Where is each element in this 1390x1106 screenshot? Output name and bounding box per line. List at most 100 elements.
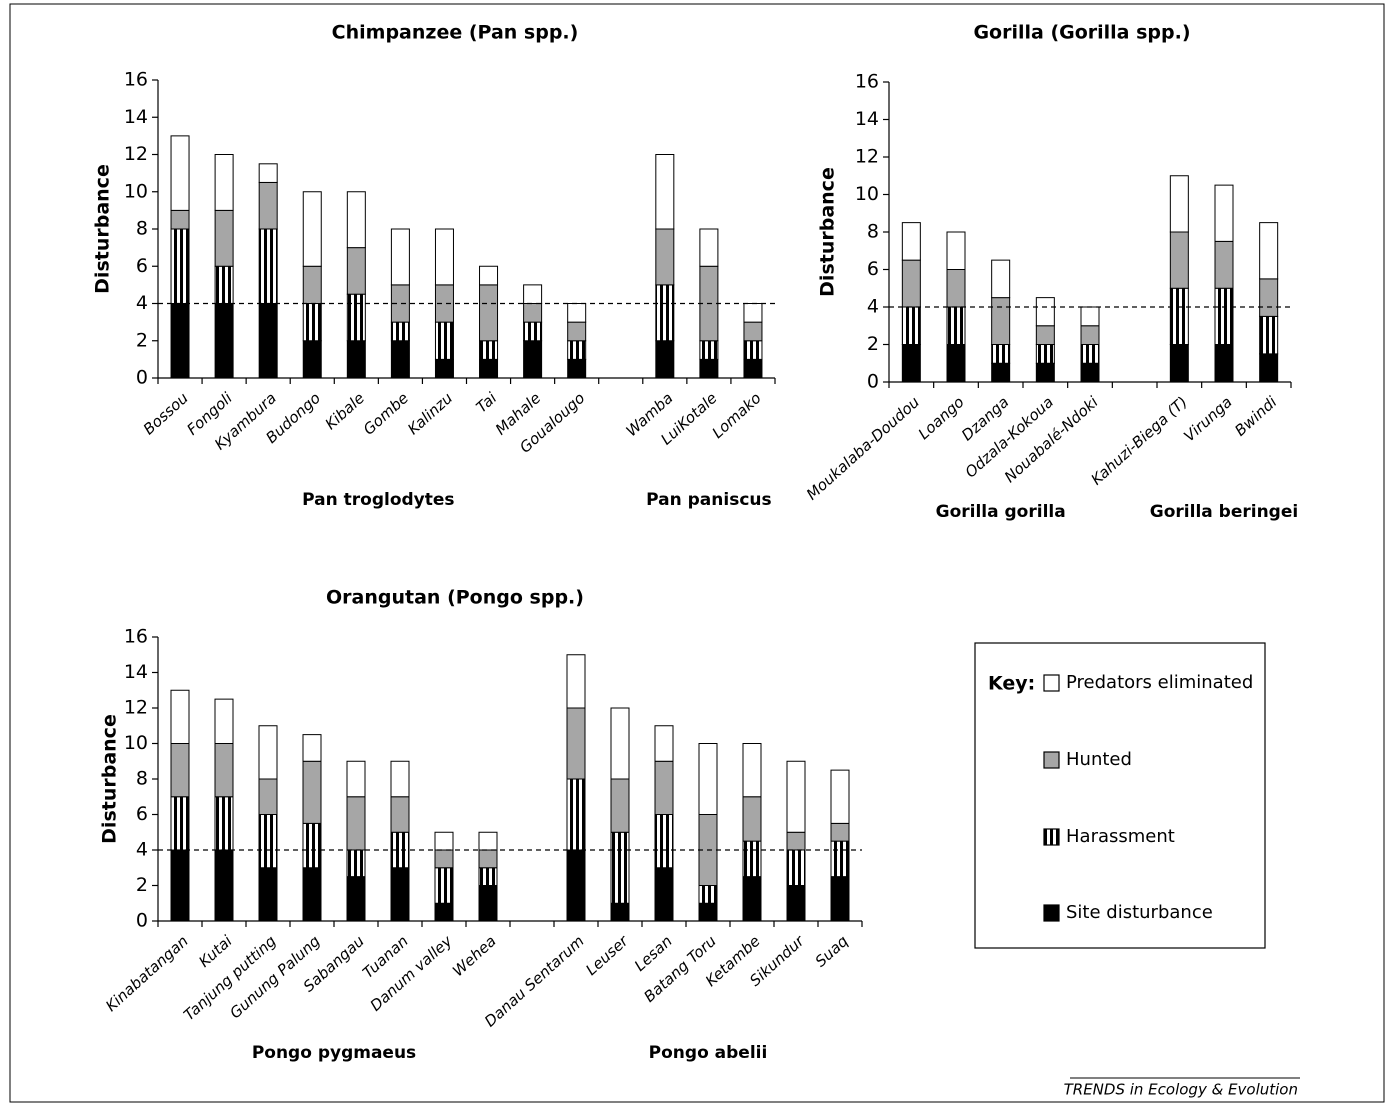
bar-segment — [991, 362, 1011, 383]
y-tick-label: 2 — [136, 329, 148, 351]
bar-segment — [1214, 287, 1234, 345]
bar-segment — [390, 760, 410, 798]
y-axis-label: Disturbance — [92, 164, 114, 294]
bar-segment — [479, 265, 499, 286]
legend-label: Hunted — [1066, 749, 1132, 770]
x-tick-label: Kalinzu — [404, 389, 456, 438]
y-tick-label: 10 — [855, 183, 879, 205]
bar-segment — [566, 707, 586, 780]
bar-segment — [434, 867, 454, 904]
bar-segment — [302, 303, 322, 342]
bar-segment — [390, 340, 410, 379]
bar-segment — [991, 344, 1011, 364]
bar-segment — [346, 760, 366, 798]
bar-segment — [1080, 362, 1100, 383]
bar-segment — [655, 228, 675, 286]
y-tick-label: 6 — [136, 803, 148, 825]
bar-segment — [523, 303, 543, 323]
bar-segment — [1080, 325, 1100, 345]
bar-segment — [743, 303, 763, 323]
bar-segment — [258, 778, 278, 815]
bar-segment — [170, 743, 190, 798]
legend-title: Key: — [988, 673, 1035, 695]
bar-segment — [1259, 278, 1279, 317]
bar-segment — [1214, 184, 1234, 242]
bar-segment — [302, 760, 322, 824]
bar-segment — [901, 222, 921, 261]
bar-segment — [434, 228, 454, 286]
bar-segment — [786, 849, 806, 886]
source: TRENDS in Ecology & Evolution — [1064, 1081, 1298, 1099]
bar-segment — [654, 867, 674, 922]
bar-segment — [901, 259, 921, 308]
x-tick-label: Tai — [473, 388, 501, 416]
bar-segment — [390, 796, 410, 833]
group-label: Pan troglodytes — [302, 490, 454, 510]
x-tick-label: Lomako — [709, 389, 765, 442]
bar-segment — [610, 902, 630, 922]
bar-segment — [567, 358, 587, 379]
bar-segment — [742, 840, 762, 878]
bar-segment — [214, 303, 234, 379]
bar-segment — [742, 743, 762, 798]
x-tick-label: Moukalaba-Doudou — [803, 393, 923, 504]
y-tick-label: 12 — [855, 146, 879, 168]
bar-segment — [479, 340, 499, 360]
bar-segment — [1080, 344, 1100, 364]
bar-segment — [258, 725, 278, 780]
bar-segment — [478, 849, 498, 869]
bar-segment — [1214, 240, 1234, 289]
bar-segment — [214, 849, 234, 922]
bar-segment — [258, 181, 278, 230]
bar-segment — [258, 814, 278, 869]
bar-segment — [434, 902, 454, 922]
bar-segment — [830, 769, 850, 824]
bar-segment — [698, 902, 718, 922]
bar-segment — [655, 340, 675, 379]
bar-segment — [1169, 175, 1189, 233]
bar-segment — [654, 725, 674, 762]
y-tick-label: 16 — [855, 71, 879, 93]
y-tick-label: 6 — [136, 255, 148, 277]
group-label: Gorilla gorilla — [936, 502, 1066, 522]
group-label: Pongo pygmaeus — [252, 1043, 416, 1063]
y-tick-label: 8 — [136, 768, 148, 790]
bar-segment — [346, 796, 366, 851]
bar-segment — [991, 297, 1011, 345]
legend-swatch — [1043, 828, 1060, 846]
bar-segment — [523, 321, 543, 342]
bar-segment — [346, 876, 366, 922]
bar-segment — [170, 689, 190, 744]
bar-segment — [567, 303, 587, 323]
bar-segment — [258, 867, 278, 922]
bar-segment — [610, 707, 630, 780]
bar-segment — [258, 228, 278, 304]
bar-segment — [170, 849, 190, 922]
x-tick-label: Virunga — [1180, 393, 1235, 445]
y-tick-label: 12 — [124, 143, 148, 165]
bar-segment — [390, 867, 410, 922]
bar-segment — [786, 760, 806, 833]
y-tick-label: 2 — [867, 333, 879, 355]
x-tick-label: Bwindi — [1231, 392, 1281, 439]
bar-segment — [302, 265, 322, 304]
bar-segment — [214, 743, 234, 798]
bar-segment — [610, 778, 630, 833]
bar-segment — [434, 358, 454, 379]
legend-swatch — [1043, 751, 1060, 769]
bar-segment — [170, 796, 190, 851]
bar-segment — [1169, 231, 1189, 289]
bar-segment — [654, 760, 674, 815]
bar-segment — [743, 340, 763, 360]
group-label: Pongo abelii — [649, 1043, 768, 1063]
group-label: Gorilla beringei — [1150, 502, 1298, 522]
bar-segment — [566, 654, 586, 709]
chart-title: Orangutan (Pongo spp.) — [326, 587, 584, 609]
bar-segment — [346, 247, 366, 295]
bar-segment — [390, 321, 410, 342]
bar-segment — [478, 831, 498, 851]
legend-label: Site disturbance — [1066, 902, 1213, 923]
bar-segment — [743, 321, 763, 342]
